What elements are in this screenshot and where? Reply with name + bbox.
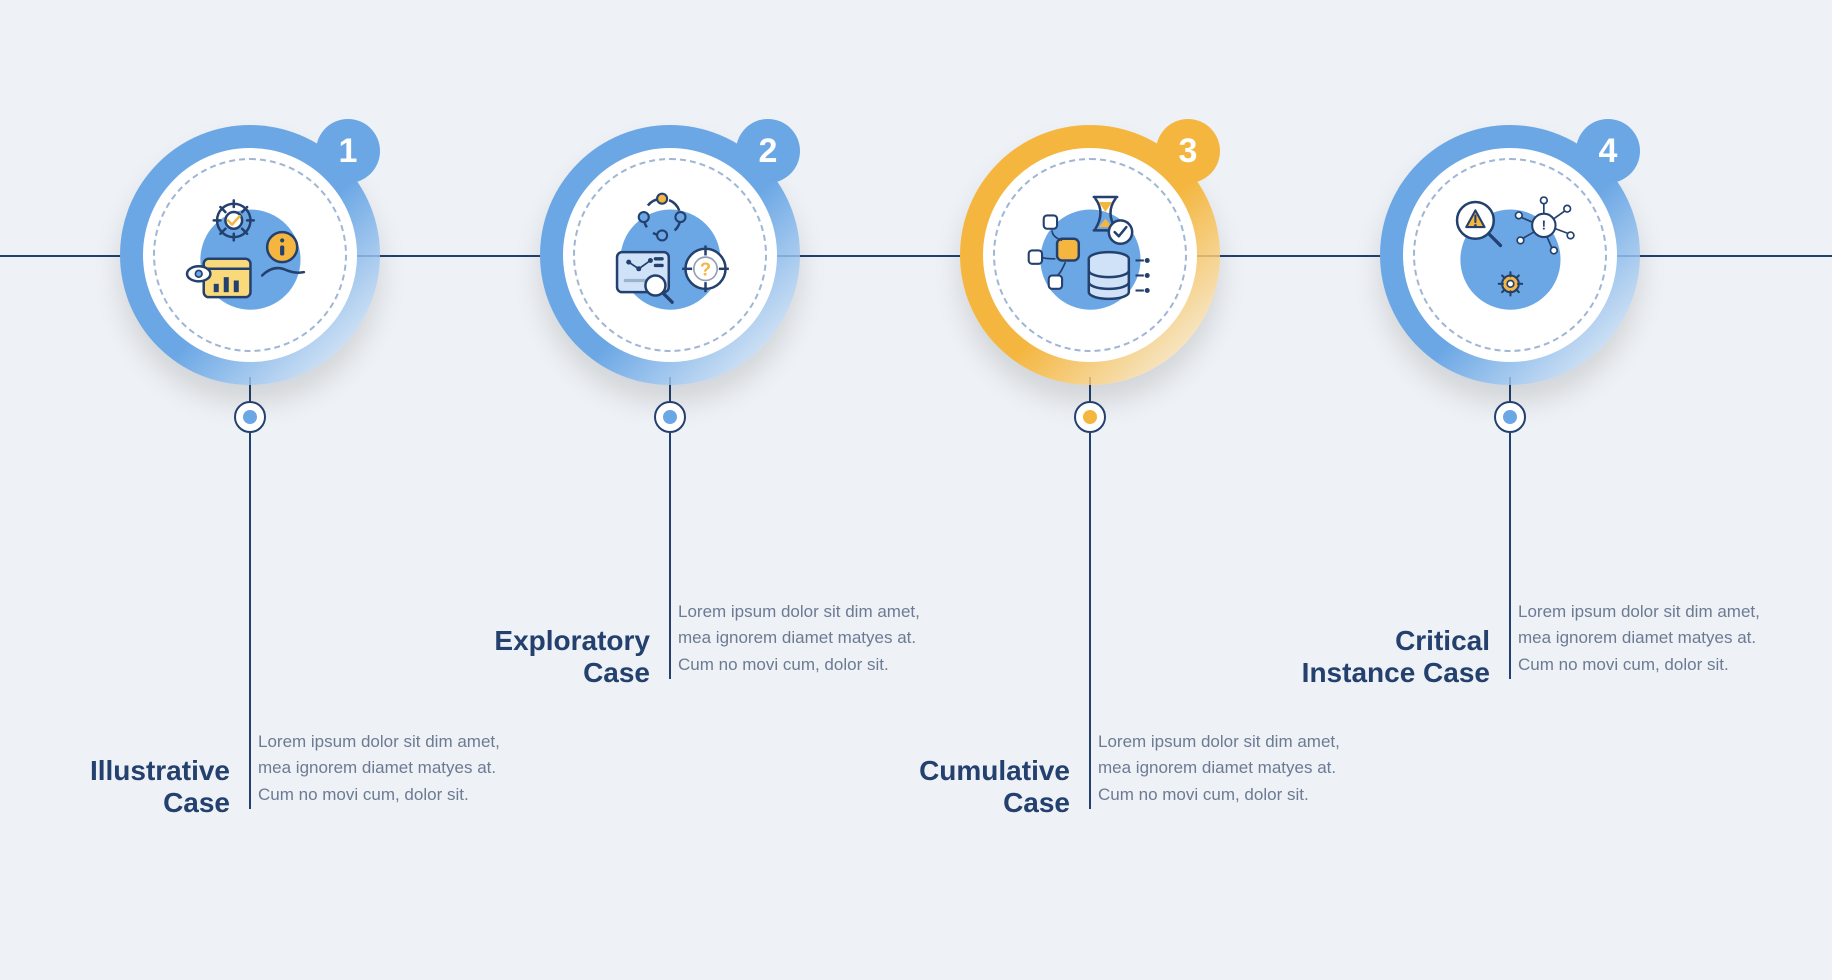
stem-dot bbox=[654, 401, 686, 433]
step-title-line: Case bbox=[450, 657, 650, 689]
stem-dot bbox=[1074, 401, 1106, 433]
stem-dot-inner bbox=[1083, 410, 1097, 424]
circle-inner bbox=[1403, 148, 1617, 362]
step-title: CriticalInstance Case bbox=[1250, 625, 1490, 689]
step-title: IllustrativeCase bbox=[40, 755, 230, 819]
step-body: Lorem ipsum dolor sit dim amet, mea igno… bbox=[678, 599, 942, 678]
step-title: ExploratoryCase bbox=[450, 625, 650, 689]
step-number-badge: 1 bbox=[316, 119, 380, 183]
dashed-ring bbox=[1413, 158, 1607, 352]
stem-dot-inner bbox=[663, 410, 677, 424]
step-title-line: Cumulative bbox=[870, 755, 1070, 787]
step-1: 1IllustrativeCaseLorem ipsum dolor sit d… bbox=[120, 125, 380, 126]
stem bbox=[1089, 377, 1091, 809]
step-number-badge: 2 bbox=[736, 119, 800, 183]
circle-inner bbox=[143, 148, 357, 362]
dashed-ring bbox=[993, 158, 1187, 352]
step-3: 3CumulativeCaseLorem ipsum dolor sit dim… bbox=[960, 125, 1220, 126]
step-body: Lorem ipsum dolor sit dim amet, mea igno… bbox=[1518, 599, 1782, 678]
stem-dot bbox=[1494, 401, 1526, 433]
step-body: Lorem ipsum dolor sit dim amet, mea igno… bbox=[258, 729, 522, 808]
step-title-line: Instance Case bbox=[1250, 657, 1490, 689]
step-title: CumulativeCase bbox=[870, 755, 1070, 819]
step-title-line: Exploratory bbox=[450, 625, 650, 657]
stem-dot-inner bbox=[243, 410, 257, 424]
step-body: Lorem ipsum dolor sit dim amet, mea igno… bbox=[1098, 729, 1362, 808]
stem-dot bbox=[234, 401, 266, 433]
step-title-line: Critical bbox=[1250, 625, 1490, 657]
circle-inner bbox=[983, 148, 1197, 362]
step-title-line: Case bbox=[40, 787, 230, 819]
step-number-badge: 4 bbox=[1576, 119, 1640, 183]
step-4: 4CriticalInstance CaseLorem ipsum dolor … bbox=[1380, 125, 1640, 126]
dashed-ring bbox=[573, 158, 767, 352]
dashed-ring bbox=[153, 158, 347, 352]
step-2: 2ExploratoryCaseLorem ipsum dolor sit di… bbox=[540, 125, 800, 126]
circle-inner bbox=[563, 148, 777, 362]
step-title-line: Illustrative bbox=[40, 755, 230, 787]
step-title-line: Case bbox=[870, 787, 1070, 819]
stem-dot-inner bbox=[1503, 410, 1517, 424]
step-number-badge: 3 bbox=[1156, 119, 1220, 183]
stem bbox=[249, 377, 251, 809]
infographic-canvas: 1IllustrativeCaseLorem ipsum dolor sit d… bbox=[0, 0, 1832, 980]
